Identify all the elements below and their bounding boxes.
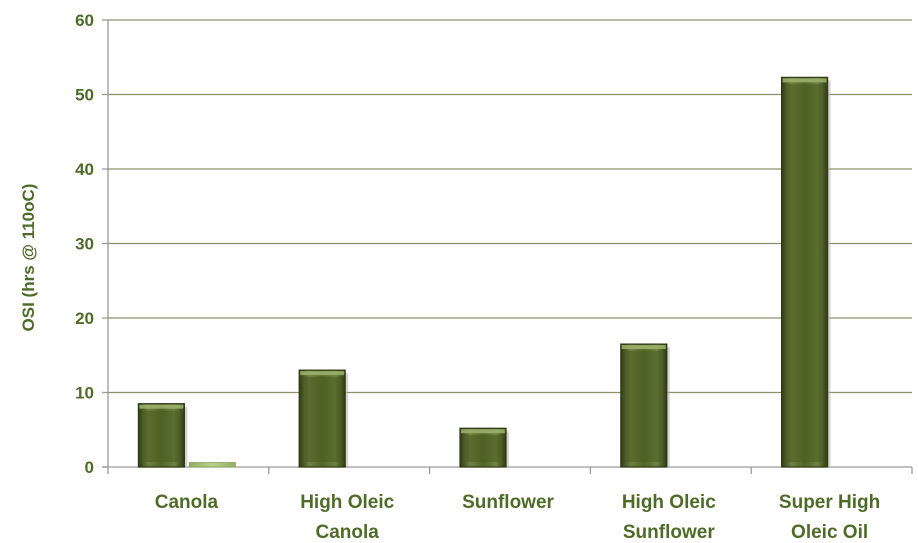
bar-bevel — [300, 371, 345, 376]
bar-body — [188, 462, 236, 468]
x-category-label: High Oleic Canola — [300, 492, 394, 543]
bar — [459, 427, 509, 468]
bar-face — [466, 435, 500, 462]
bar-face — [144, 410, 179, 462]
bar — [298, 369, 349, 468]
y-tick-label: 40 — [75, 160, 94, 179]
x-category-label-line: High Oleic — [622, 492, 716, 513]
bar — [780, 76, 831, 468]
bar-face — [305, 377, 340, 462]
y-tick-label: 60 — [75, 11, 94, 30]
x-category-label: Super High Oleic Oil — [779, 492, 880, 543]
bar-bevel — [782, 78, 827, 83]
x-category-label: High Oleic Sunflower — [622, 492, 716, 543]
x-category-label: Sunflower — [462, 492, 554, 513]
x-category-label-line: Sunflower — [462, 492, 554, 513]
bar — [188, 462, 236, 468]
bar — [620, 343, 670, 468]
x-category-label-line: Canola — [155, 492, 219, 513]
y-tick-label: 10 — [75, 384, 94, 403]
y-tick-label: 50 — [75, 86, 94, 105]
bar-bevel — [621, 345, 666, 350]
x-category-label-line: Super High — [779, 492, 880, 513]
y-tick-label: 30 — [75, 235, 94, 254]
x-category-label: Canola — [155, 492, 219, 513]
y-tick-label: 0 — [85, 458, 94, 477]
y-tick-label: 20 — [75, 309, 94, 328]
y-tick-labels: 0 10 20 30 40 50 60 — [75, 11, 94, 477]
y-axis-label: OSI (hrs @ 110oC) — [19, 184, 38, 332]
x-category-label-line: High Oleic — [300, 492, 394, 513]
bars — [137, 76, 831, 468]
bar-face — [787, 84, 822, 463]
gridlines — [108, 19, 912, 394]
x-category-label-line: Sunflower — [623, 522, 715, 543]
bar — [137, 403, 188, 468]
x-category-label-line: Canola — [316, 522, 380, 543]
x-category-label-line: Oleic Oil — [791, 522, 868, 543]
bar-bevel — [461, 429, 505, 434]
bar-face — [626, 351, 661, 462]
bar-bevel — [139, 404, 184, 409]
